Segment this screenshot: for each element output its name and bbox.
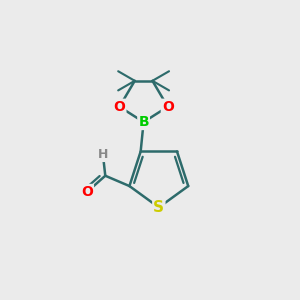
Text: O: O xyxy=(113,100,125,114)
Text: O: O xyxy=(81,185,93,199)
Text: B: B xyxy=(138,115,149,129)
Text: H: H xyxy=(98,148,108,161)
Text: O: O xyxy=(162,100,174,114)
Text: S: S xyxy=(153,200,164,215)
